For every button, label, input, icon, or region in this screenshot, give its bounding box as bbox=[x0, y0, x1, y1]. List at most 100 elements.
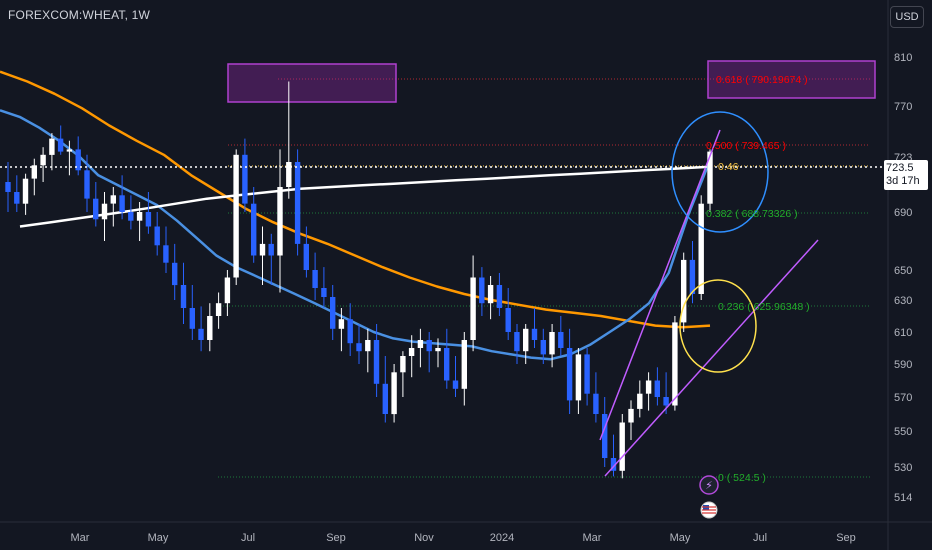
candle-body bbox=[84, 170, 90, 199]
candle-body bbox=[540, 340, 546, 355]
fib-level-label: 0.46 bbox=[718, 161, 739, 173]
y-tick-label: 630 bbox=[894, 295, 912, 307]
candle-body bbox=[584, 354, 590, 394]
y-tick-label: 550 bbox=[894, 426, 912, 438]
candle-body bbox=[5, 182, 11, 192]
currency-button[interactable]: USD bbox=[890, 6, 924, 28]
candle-body bbox=[110, 195, 116, 204]
candle-body bbox=[382, 383, 388, 414]
candle-body bbox=[101, 203, 108, 220]
candle-body bbox=[286, 162, 292, 187]
x-tick-label: 2024 bbox=[490, 532, 514, 544]
candle-body bbox=[233, 154, 239, 278]
channel-upper-line bbox=[599, 129, 721, 441]
symbol-title: FOREXCOM:WHEAT, 1W bbox=[8, 8, 151, 22]
candle-body bbox=[479, 277, 485, 304]
y-tick-label: 514 bbox=[894, 492, 912, 504]
candle-body bbox=[154, 226, 160, 246]
candle-body bbox=[356, 343, 362, 352]
candle-body bbox=[452, 380, 459, 389]
ma-white-line bbox=[19, 165, 706, 228]
candle-body bbox=[347, 319, 353, 344]
candle-body bbox=[373, 340, 380, 384]
candle-body bbox=[40, 154, 46, 166]
candle-body bbox=[698, 203, 704, 294]
candle-body bbox=[294, 162, 301, 244]
y-tick-label: 590 bbox=[894, 359, 912, 371]
fib-level-label: 0.618 ( 790.19674 ) bbox=[716, 74, 808, 86]
candle-body bbox=[365, 340, 371, 352]
fib-level-label: 0 ( 524.5 ) bbox=[718, 472, 766, 484]
fib-level-label: 0.500 ( 739.465 ) bbox=[706, 140, 786, 152]
candle-body bbox=[251, 203, 257, 256]
candle-body bbox=[57, 138, 64, 152]
candle-body bbox=[207, 316, 213, 340]
candle-body bbox=[31, 165, 37, 179]
lightning-glyph-icon: ⚡ bbox=[705, 480, 713, 492]
x-tick-label: Jul bbox=[753, 532, 767, 544]
countdown-label: 3d 17h bbox=[886, 175, 920, 187]
candle-body bbox=[689, 259, 696, 294]
resistance-box-right bbox=[707, 60, 876, 99]
candle-body bbox=[549, 332, 555, 355]
candle-body bbox=[558, 332, 564, 348]
y-tick-label: 690 bbox=[894, 207, 912, 219]
candle-body bbox=[198, 328, 204, 340]
x-tick-label: Mar bbox=[71, 532, 90, 544]
candle-body bbox=[215, 303, 222, 316]
candle-body bbox=[242, 154, 248, 204]
y-tick-label: 570 bbox=[894, 392, 912, 404]
candle-body bbox=[461, 340, 467, 389]
candle-body bbox=[637, 393, 643, 409]
candle-body bbox=[14, 192, 20, 204]
highlight-circle-blue bbox=[671, 111, 769, 233]
candle-body bbox=[303, 243, 309, 270]
candle-body bbox=[330, 297, 336, 329]
y-tick-label: 770 bbox=[894, 101, 912, 113]
candle-body bbox=[593, 393, 599, 414]
candle-body bbox=[189, 308, 195, 329]
candle-body bbox=[505, 308, 511, 332]
candle-body bbox=[400, 356, 406, 373]
candle-body bbox=[277, 187, 283, 256]
last-price-value: 723.5 bbox=[886, 162, 914, 174]
resistance-box-left bbox=[227, 63, 397, 103]
candle-body bbox=[49, 138, 55, 155]
candle-body bbox=[338, 319, 345, 329]
candle-body bbox=[566, 348, 573, 401]
y-tick-label: 810 bbox=[894, 52, 912, 64]
candle-body bbox=[514, 332, 520, 352]
candle-body bbox=[672, 322, 678, 406]
x-tick-label: Jul bbox=[241, 532, 255, 544]
fib-level-label: 0.382 ( 688.73326 ) bbox=[706, 208, 798, 220]
y-tick-label: 610 bbox=[894, 327, 912, 339]
candle-body bbox=[487, 285, 494, 304]
ma-blue-line bbox=[0, 109, 710, 361]
candle-body bbox=[268, 243, 274, 256]
highlight-circle-yellow bbox=[679, 279, 757, 373]
candle-body bbox=[119, 195, 125, 212]
candle-body bbox=[145, 212, 152, 227]
channel-lower-line bbox=[604, 239, 819, 477]
x-tick-label: Mar bbox=[583, 532, 602, 544]
candle-body bbox=[66, 149, 73, 152]
fib-level-label: 0.236 ( 625.96348 ) bbox=[718, 301, 810, 313]
candle-body bbox=[22, 178, 29, 204]
candle-body bbox=[426, 340, 432, 352]
x-tick-label: May bbox=[670, 532, 691, 544]
candle-body bbox=[575, 354, 582, 401]
candle-body bbox=[435, 348, 441, 352]
last-price-tag: 723.5 3d 17h bbox=[884, 160, 928, 190]
x-tick-label: Nov bbox=[414, 532, 434, 544]
candle-body bbox=[628, 408, 634, 423]
candle-body bbox=[93, 198, 99, 220]
candle-body bbox=[180, 285, 187, 308]
candle-body bbox=[496, 285, 503, 308]
candle-body bbox=[681, 259, 687, 323]
candle-body bbox=[619, 422, 625, 471]
candle-body bbox=[645, 380, 652, 394]
candle-body bbox=[128, 212, 134, 221]
candle-body bbox=[259, 243, 266, 256]
lightning-event-icon bbox=[699, 475, 719, 495]
